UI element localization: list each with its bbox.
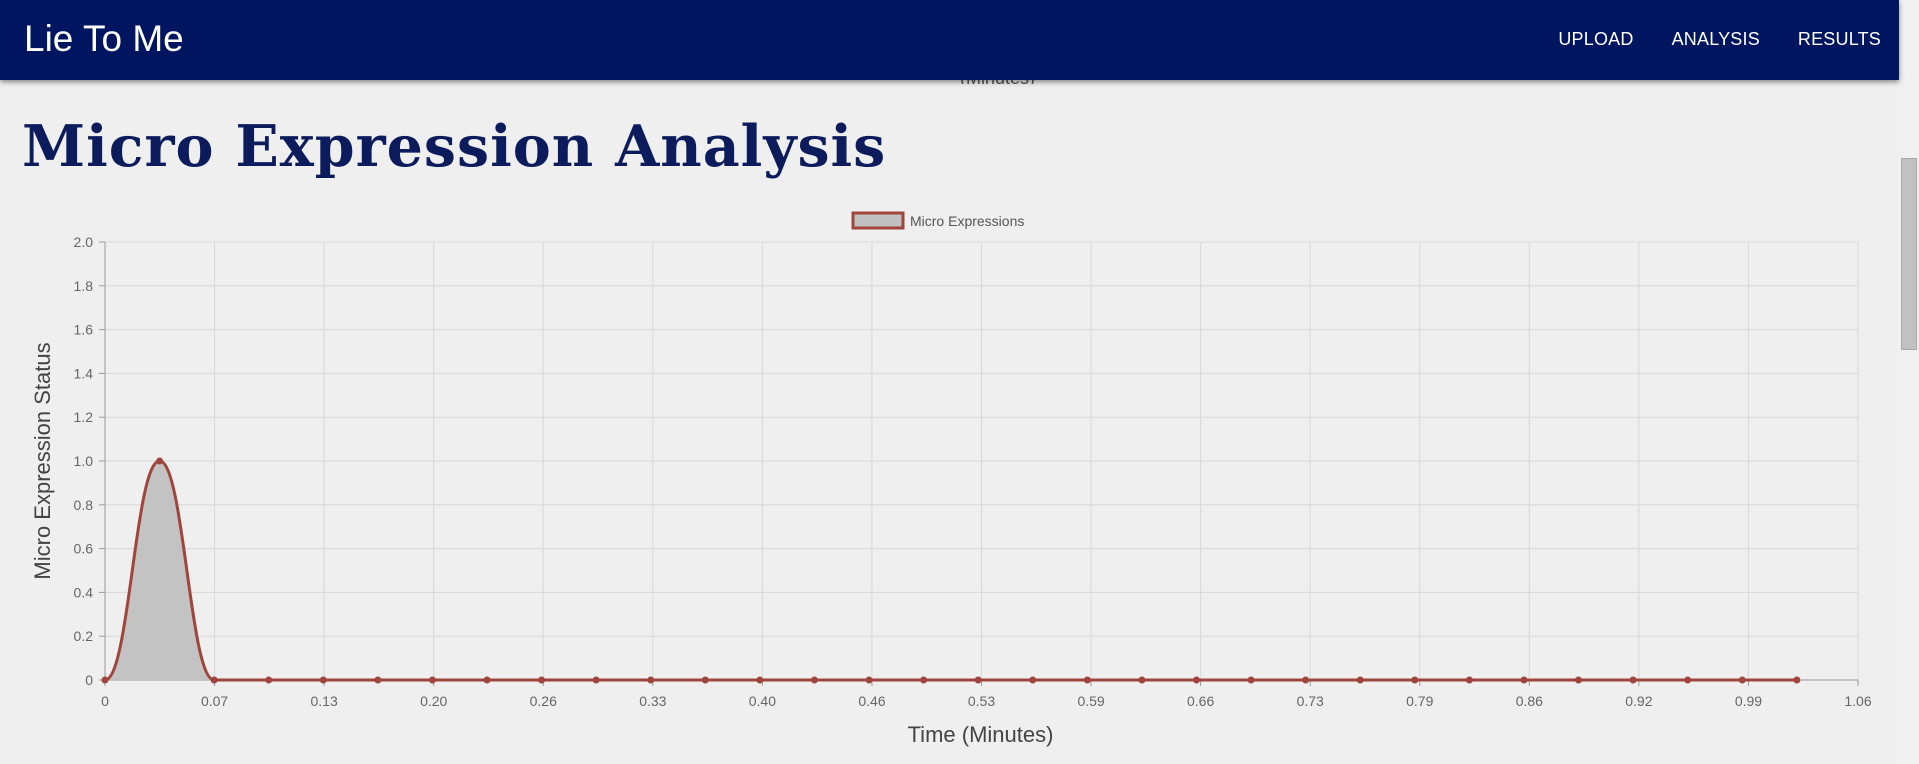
- x-tick-label: 0.53: [968, 693, 995, 709]
- series-points: [101, 457, 1801, 684]
- data-point: [1302, 676, 1310, 684]
- x-tick-label: 0.66: [1187, 693, 1214, 709]
- x-tick-label: 0: [101, 693, 109, 709]
- x-tick-label: 0.86: [1516, 693, 1543, 709]
- data-point: [101, 676, 109, 684]
- y-tick-label: 1.4: [74, 365, 94, 381]
- data-point: [810, 676, 818, 684]
- x-axis-title: Time (Minutes): [908, 722, 1054, 747]
- data-point: [428, 676, 436, 684]
- chart-grid: [104, 241, 1859, 681]
- nav-link-results[interactable]: RESULTS: [1797, 29, 1881, 49]
- data-point: [1029, 676, 1037, 684]
- x-tick-label: 0.99: [1735, 693, 1762, 709]
- data-point: [865, 676, 873, 684]
- data-point: [1738, 676, 1746, 684]
- data-point: [1083, 676, 1091, 684]
- top-navbar: Lie To Me UPLOAD ANALYSIS RESULTS: [0, 0, 1899, 80]
- y-tick-label: 0.6: [74, 541, 94, 557]
- data-point: [1793, 676, 1801, 684]
- page-title: Micro Expression Analysis: [22, 113, 887, 180]
- data-point: [592, 676, 600, 684]
- chart-axes: [99, 241, 1859, 686]
- y-tick-label: 1.0: [74, 453, 94, 469]
- data-point: [1684, 676, 1692, 684]
- x-tick-label: 0.46: [858, 693, 885, 709]
- legend-label[interactable]: Micro Expressions: [910, 213, 1024, 229]
- micro-expression-chart: 0 0.2 0.4 0.6 0.8 1.0 1.2 1.4 1.6 1.8 2.0 0 0.07 0.1…: [30, 211, 1872, 747]
- x-tick-labels: 0 0.07 0.13 0.20 0.26 0.33 0.40 0.46 0.53 0.59 0.6…: [101, 693, 1872, 709]
- nav-links: UPLOAD ANALYSIS RESULTS: [1520, 27, 1881, 51]
- x-tick-label: 0.73: [1297, 693, 1324, 709]
- data-point: [701, 676, 709, 684]
- y-tick-label: 0: [85, 672, 93, 688]
- data-point: [647, 676, 655, 684]
- data-point: [1138, 676, 1146, 684]
- legend-swatch[interactable]: [851, 211, 905, 230]
- vertical-scrollbar[interactable]: [1899, 0, 1919, 764]
- y-tick-label: 2.0: [74, 234, 94, 250]
- y-axis-title: Micro Expression Status: [30, 342, 55, 579]
- y-tick-label: 1.8: [74, 278, 94, 294]
- x-tick-label: 0.07: [201, 693, 228, 709]
- data-point: [1411, 676, 1419, 684]
- data-point: [156, 457, 164, 465]
- x-tick-label: 0.20: [420, 693, 447, 709]
- data-point: [538, 676, 546, 684]
- y-tick-labels: 0 0.2 0.4 0.6 0.8 1.0 1.2 1.4 1.6 1.8 2.0: [74, 234, 94, 688]
- brand-logo-text[interactable]: Lie To Me: [24, 18, 184, 59]
- scrollbar-thumb[interactable]: [1901, 158, 1917, 350]
- x-tick-label: 0.33: [639, 693, 666, 709]
- data-point: [483, 676, 491, 684]
- data-point: [756, 676, 764, 684]
- series-area-fill: [105, 461, 1797, 680]
- x-tick-label: 1.06: [1844, 693, 1871, 709]
- x-tick-label: 0.79: [1406, 693, 1433, 709]
- y-tick-label: 1.2: [74, 409, 94, 425]
- data-point: [1575, 676, 1583, 684]
- x-tick-label: 0.40: [749, 693, 776, 709]
- nav-link-analysis[interactable]: ANALYSIS: [1671, 29, 1760, 49]
- data-point: [1465, 676, 1473, 684]
- data-point: [374, 676, 382, 684]
- data-point: [1192, 676, 1200, 684]
- x-tick-label: 0.13: [311, 693, 338, 709]
- y-tick-label: 1.6: [74, 322, 94, 338]
- data-point: [1629, 676, 1637, 684]
- data-point: [1247, 676, 1255, 684]
- data-point: [319, 676, 327, 684]
- data-point: [265, 676, 273, 684]
- x-tick-label: 0.92: [1625, 693, 1652, 709]
- data-point: [210, 676, 218, 684]
- x-tick-label: 0.59: [1077, 693, 1104, 709]
- nav-link-upload[interactable]: UPLOAD: [1558, 29, 1634, 49]
- data-point: [920, 676, 928, 684]
- y-tick-label: 0.4: [74, 584, 94, 600]
- y-tick-label: 0.8: [74, 497, 94, 513]
- data-point: [1356, 676, 1364, 684]
- series-line: [104, 459, 1797, 682]
- x-tick-label: 0.26: [530, 693, 557, 709]
- y-tick-label: 0.2: [74, 628, 94, 644]
- data-point: [974, 676, 982, 684]
- data-point: [1520, 676, 1528, 684]
